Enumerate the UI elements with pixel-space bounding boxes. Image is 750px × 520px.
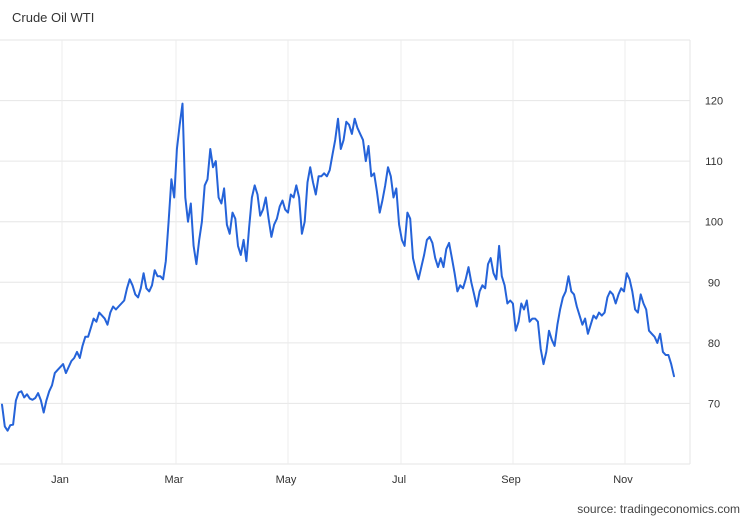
- y-axis-labels: 70 80 90 100 110 120: [705, 96, 723, 411]
- y-tick-label: 120: [705, 96, 723, 108]
- x-axis-labels: Jan Mar May Jul Sep Nov: [51, 474, 633, 486]
- series-line-layer: [1, 102, 675, 432]
- x-tick-label: Mar: [165, 474, 184, 486]
- y-tick-label: 80: [708, 338, 720, 350]
- x-tick-label: Nov: [613, 474, 633, 486]
- y-tick-label: 110: [705, 156, 723, 168]
- y-tick-label: 90: [708, 277, 720, 289]
- gridlines: [0, 39, 691, 465]
- chart-title: Crude Oil WTI: [12, 10, 95, 25]
- y-tick-label: 100: [705, 217, 723, 229]
- y-tick-label: 70: [708, 398, 720, 410]
- series-line: [1, 102, 675, 432]
- x-tick-label: May: [276, 474, 297, 486]
- x-tick-label: Jul: [392, 474, 406, 486]
- source-credit: source: tradingeconomics.com: [577, 502, 740, 516]
- x-tick-label: Sep: [501, 474, 521, 486]
- x-tick-label: Jan: [51, 474, 69, 486]
